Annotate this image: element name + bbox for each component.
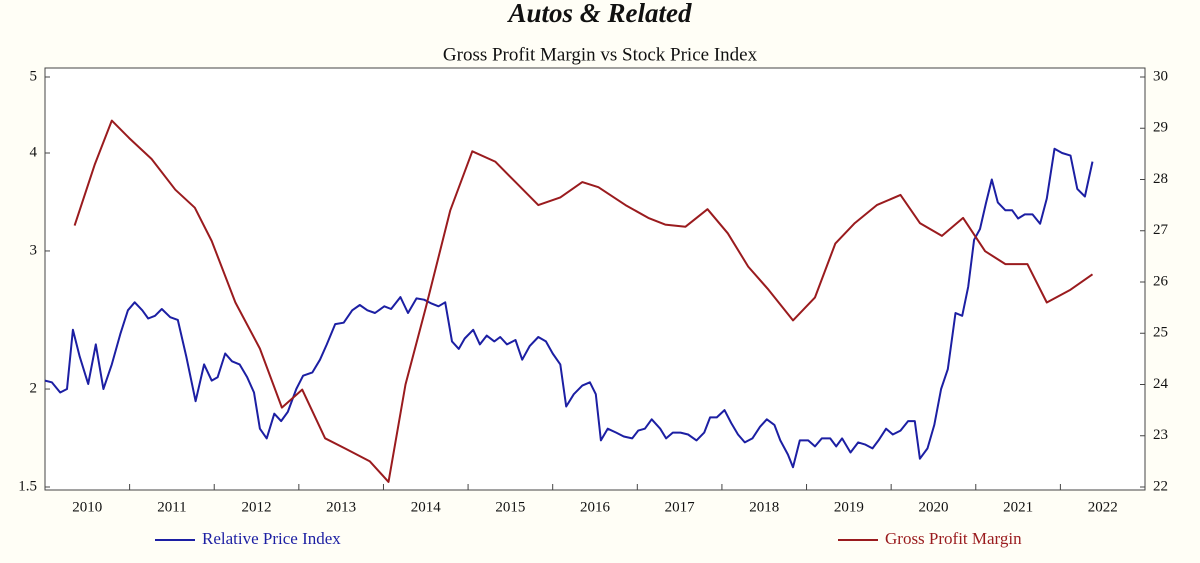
x-tick-label: 2011: [157, 499, 186, 515]
legend-label: Relative Price Index: [202, 529, 341, 548]
series-line: [73, 119, 1094, 483]
y2-tick-label: 30: [1153, 68, 1168, 84]
x-tick-label: 2019: [834, 499, 864, 515]
x-tick-label: 2010: [72, 499, 102, 515]
y2-tick-label: 26: [1153, 273, 1169, 289]
x-tick-label: 2020: [918, 499, 948, 515]
y-tick-label: 5: [30, 68, 38, 84]
y2-tick-label: 25: [1153, 325, 1168, 341]
y-tick-label: 1.5: [18, 478, 37, 494]
x-tick-label: 2015: [495, 499, 525, 515]
x-tick-label: 2017: [665, 499, 696, 515]
plot-area: [44, 67, 1146, 491]
y2-tick-label: 24: [1153, 376, 1169, 392]
x-tick-label: 2018: [749, 499, 779, 515]
y-tick-label: 4: [30, 144, 38, 160]
y2-tick-label: 29: [1153, 120, 1168, 136]
series-line: [44, 147, 1094, 469]
x-tick-label: 2021: [1003, 499, 1033, 515]
legend-label: Gross Profit Margin: [885, 529, 1022, 548]
chart-title: Autos & Related: [506, 0, 692, 28]
y-tick-label: 3: [30, 242, 38, 258]
y2-tick-label: 22: [1153, 478, 1168, 494]
x-tick-label: 2022: [1088, 499, 1118, 515]
x-tick-label: 2012: [242, 499, 272, 515]
y2-tick-label: 27: [1153, 222, 1169, 238]
x-tick-label: 2013: [326, 499, 356, 515]
chart-subtitle: Gross Profit Margin vs Stock Price Index: [443, 44, 758, 65]
y2-tick-label: 23: [1153, 427, 1168, 443]
y-tick-label: 2: [30, 380, 38, 396]
x-tick-label: 2014: [411, 499, 442, 515]
y2-tick-label: 28: [1153, 171, 1168, 187]
x-tick-label: 2016: [580, 499, 611, 515]
